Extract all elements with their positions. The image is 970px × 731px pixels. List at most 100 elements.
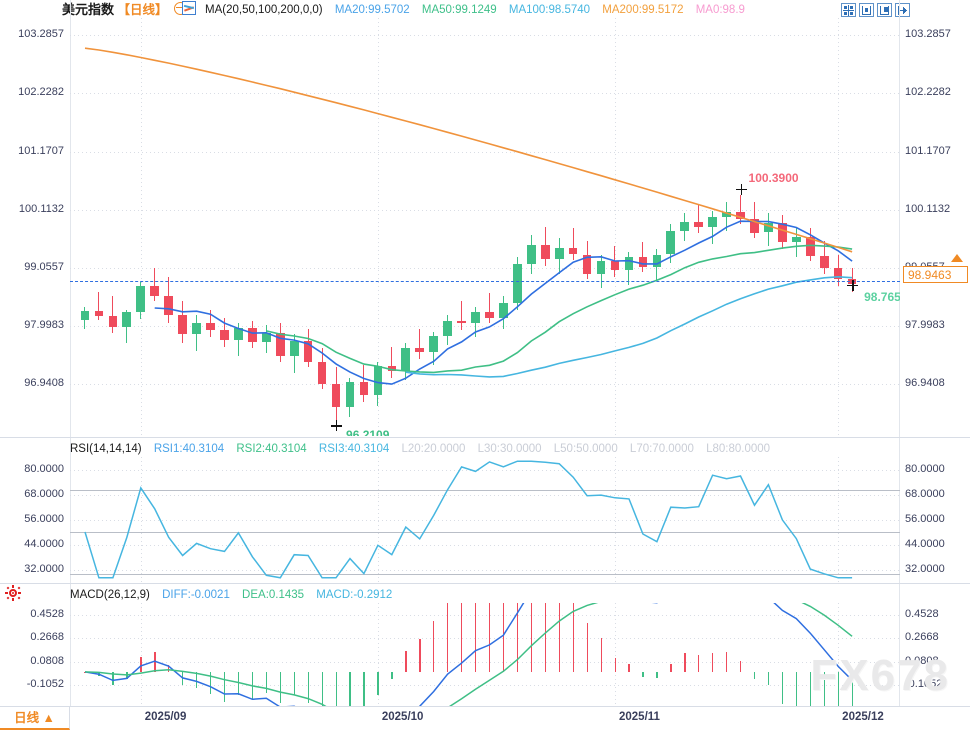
candle-body [331, 383, 341, 408]
candlestick [289, 334, 299, 373]
candle-body [415, 348, 425, 353]
rsi-title: RSI(14,14,14) [70, 443, 142, 455]
macd-tick-right: 0.0808 [905, 654, 939, 667]
candle-body [778, 222, 787, 243]
candle-body [108, 316, 118, 328]
macd-macd-value: MACD:-0.2912 [316, 589, 393, 601]
price-gridline [70, 35, 900, 37]
measure-right-icon[interactable] [877, 3, 892, 17]
macd-histogram-bar [419, 638, 421, 672]
ma-indicator-header: MA(20,50,100,200,0,0) MA20:99.5702 MA50:… [182, 1, 754, 17]
candle-body [220, 330, 229, 340]
candle-body [540, 244, 550, 259]
candlestick [80, 306, 90, 329]
candlestick [164, 276, 173, 324]
symbol-period: 【日线】 [117, 3, 168, 17]
ma0-value: MA0:98.9 [695, 4, 745, 16]
macd-panel[interactable] [70, 603, 900, 707]
macd-histogram-bar [628, 663, 630, 672]
last-price-dashed-line [70, 280, 900, 282]
candle-body [401, 348, 411, 372]
price-panel[interactable]: 100.3900 96.2109 98.7650 [70, 18, 900, 436]
rsi-level-70: L70:70.0000 [629, 443, 694, 455]
month-gridline [615, 457, 616, 582]
rsi-gridline [70, 569, 900, 571]
candle-body [792, 236, 801, 243]
candle-body [206, 323, 215, 331]
timeframe-tab-daily[interactable]: 日线 ▲ [0, 707, 70, 730]
macd-histogram-bar [726, 652, 728, 672]
macd-histogram-bar [614, 657, 616, 672]
candle-body [513, 264, 522, 303]
candle-body [638, 257, 648, 267]
price-gridline [70, 326, 900, 328]
candlestick [206, 309, 215, 337]
rsi-tick-right: 56.0000 [905, 512, 945, 525]
crosshair-icon[interactable] [841, 3, 856, 17]
alert-sun-icon[interactable] [5, 585, 21, 601]
candle-body [736, 211, 745, 219]
candle-body [261, 332, 271, 343]
month-gridline [615, 18, 616, 436]
rsi-level-line [70, 490, 900, 492]
date-tick: 2025/12 [842, 711, 884, 723]
macd-histogram-bar [516, 603, 519, 672]
candle-body [275, 332, 285, 357]
candle-wick [391, 346, 393, 379]
macd-histogram-bar [684, 653, 686, 672]
macd-plot [70, 603, 900, 707]
ma100-value: MA100:98.5740 [508, 4, 591, 16]
macd-histogram-bar [809, 671, 812, 707]
price-tick-right: 100.1132 [905, 202, 951, 215]
candle-body [485, 311, 494, 318]
candle-wick [237, 323, 239, 357]
candlestick [415, 328, 425, 359]
rsi-gridline [70, 544, 900, 546]
candle-body [387, 365, 397, 372]
month-gridline [838, 18, 840, 436]
ma200-value: MA200:99.5172 [602, 4, 684, 16]
month-gridline [615, 603, 616, 707]
date-tick: 2025/09 [144, 711, 187, 723]
measure-left-icon[interactable] [859, 3, 874, 17]
candlestick [457, 301, 466, 331]
candle-body [178, 315, 187, 335]
macd-histogram-bar [851, 671, 853, 707]
macd-histogram-bar [377, 671, 379, 695]
macd-tick-left: 0.4528 [30, 608, 64, 621]
rsi-panel[interactable] [70, 457, 900, 582]
macd-gridline [70, 685, 900, 687]
candle-body [164, 295, 173, 315]
price-rsi-divider [0, 437, 970, 438]
macd-histogram-bar [321, 671, 323, 707]
macd-histogram-bar [363, 671, 365, 707]
candlestick [192, 315, 201, 351]
macd-histogram-bar [586, 622, 588, 672]
macd-histogram-bar [656, 671, 658, 678]
candlestick [150, 268, 160, 302]
rsi-level-50: L50:50.0000 [553, 443, 618, 455]
price-up-arrow-icon [951, 253, 963, 262]
macd-tick-right: -0.1052 [905, 678, 943, 691]
candle-body [526, 244, 536, 265]
current-price-tag: 98.9463 [903, 265, 968, 283]
candlestick [722, 202, 731, 232]
ma-chart-icon[interactable] [182, 1, 196, 15]
macd-histogram-bar [140, 657, 142, 672]
macd-histogram-bar [670, 664, 672, 672]
candle-wick [698, 205, 700, 233]
candlestick [792, 227, 801, 258]
macd-histogram-bar [544, 603, 547, 672]
candlestick [275, 323, 285, 362]
price-tick-left: 97.9983 [24, 319, 64, 332]
candlestick [443, 315, 452, 346]
candle-wick [488, 293, 490, 324]
macd-diff-value: DIFF:-0.0021 [162, 589, 230, 601]
macd-histogram-bar [740, 660, 742, 672]
fit-right-icon[interactable] [895, 3, 910, 17]
month-gridline [140, 18, 142, 436]
rsi-level-20: L20:20.0000 [401, 443, 466, 455]
candle-body [499, 302, 508, 318]
left-axis-divider [70, 0, 71, 707]
macd-tick-right: 0.4528 [905, 608, 939, 621]
